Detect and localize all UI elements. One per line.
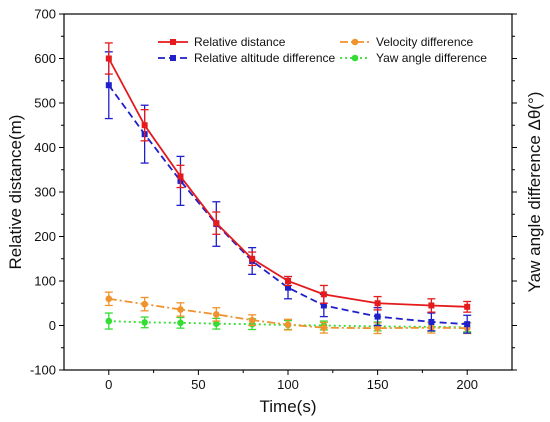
series-relative-distance	[104, 42, 472, 313]
y-axis-title: Relative distance(m)	[6, 115, 25, 270]
y-tick-label: -100	[30, 363, 56, 378]
data-point	[105, 317, 113, 325]
data-point	[285, 284, 291, 291]
series-line	[108, 320, 468, 329]
legend-swatch-marker	[351, 38, 359, 46]
data-point	[320, 324, 328, 332]
legend-item: Relative altitude difference	[158, 51, 336, 65]
legend-item: Relative distance	[158, 35, 286, 49]
y-tick-label: 500	[34, 96, 56, 111]
x-tick-label: 150	[367, 377, 389, 392]
data-point	[374, 300, 381, 307]
data-point	[249, 255, 256, 262]
y-tick-label: 0	[49, 318, 56, 333]
data-point	[285, 278, 291, 284]
legend-swatch-marker	[170, 39, 176, 45]
data-point	[374, 313, 381, 320]
data-point	[105, 55, 112, 62]
legend-label: Relative altitude difference	[194, 51, 336, 65]
y-tick-label: 600	[34, 51, 56, 66]
legend-item: Velocity difference	[340, 35, 473, 49]
x-tick-label: 50	[191, 377, 205, 392]
legend-swatch-marker	[170, 55, 176, 61]
legend-label: Velocity difference	[376, 35, 473, 49]
data-point	[177, 306, 184, 313]
data-point	[213, 220, 220, 227]
data-point	[464, 321, 471, 328]
data-point	[464, 303, 471, 310]
data-point	[248, 316, 256, 324]
y-tick-label: 700	[34, 7, 56, 22]
axes: 0 50 100 150 200 -100 0 100 200 300 400 500 600 700	[30, 7, 517, 392]
data-point	[428, 302, 435, 309]
data-point	[105, 295, 113, 303]
data-point	[320, 291, 327, 298]
data-point	[284, 321, 292, 328]
data-point	[105, 82, 112, 89]
x-tick-label: 0	[105, 377, 112, 392]
series-line	[108, 297, 468, 330]
y-tick-label: 400	[34, 140, 56, 155]
legend-label: Relative distance	[194, 35, 286, 49]
data-point	[141, 122, 148, 129]
legend-item: Yaw angle difference	[340, 51, 487, 65]
data-point	[141, 319, 148, 326]
data-point	[374, 324, 381, 332]
y-tick-label: 300	[34, 185, 56, 200]
legend: Relative distance Relative altitude diffe…	[158, 35, 487, 65]
series-line	[108, 84, 468, 326]
y2-axis-title: Yaw angle difference Δθ(°)	[525, 92, 544, 293]
y-tick-label: 200	[34, 229, 56, 244]
data-point	[177, 173, 184, 180]
series-line	[108, 58, 468, 308]
plot-marks	[104, 42, 472, 335]
data-point	[177, 319, 184, 327]
data-point	[428, 318, 435, 325]
data-point	[213, 320, 220, 328]
data-point	[141, 300, 148, 308]
y-tick-label: 100	[34, 274, 56, 289]
x-tick-label: 200	[456, 377, 478, 392]
legend-label: Yaw angle difference	[376, 51, 487, 65]
x-tick-label: 100	[277, 377, 299, 392]
x-axis-title: Time(s)	[260, 397, 317, 416]
data-point	[213, 311, 220, 318]
legend-swatch-marker	[351, 54, 359, 62]
data-point	[320, 302, 327, 309]
